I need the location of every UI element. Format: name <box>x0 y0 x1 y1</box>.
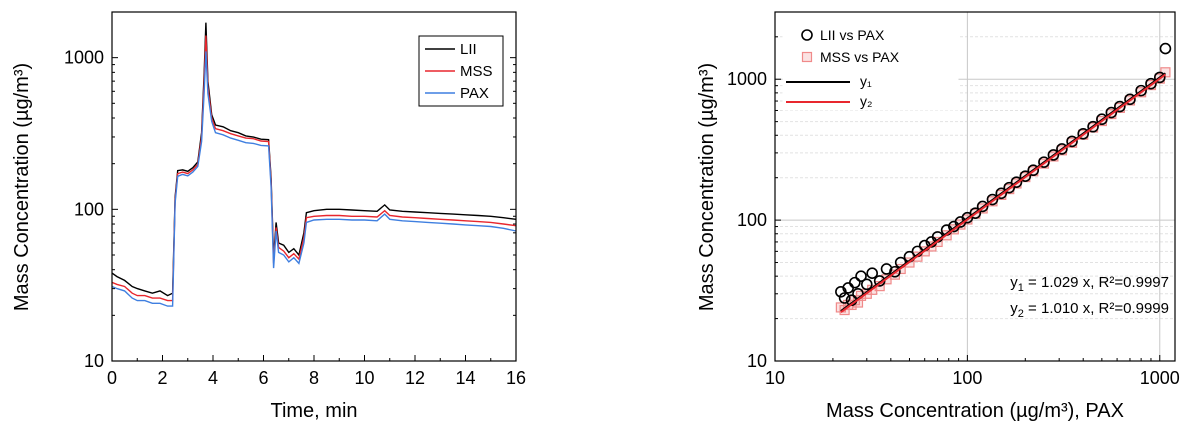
y-tick-label: 10 <box>747 351 767 371</box>
lii-vs-pax-point <box>969 207 982 219</box>
lii-vs-pax-point <box>1153 71 1166 84</box>
lii-vs-pax-point <box>976 200 989 213</box>
fit-equation-2: y2 = 1.010 x, R²=0.9999 <box>1010 300 1169 320</box>
fit-equations: y1 = 1.029 x, R²=0.9997 y2 = 1.010 x, R²=… <box>1010 274 1169 320</box>
lii-vs-pax-point <box>1003 181 1016 194</box>
time-series-lines <box>111 22 517 307</box>
time-series-chart: 0 2 4 6 8 10 12 14 16 10 100 1000 Time, min Mass Co… <box>11 11 526 422</box>
lii-vs-pax-point <box>838 292 851 304</box>
legend-label-y1: y₁ <box>860 73 872 89</box>
left-y-axis-label: Mass Concentration (µg/m³) <box>11 63 33 311</box>
x-tick-label: 10 <box>354 368 374 388</box>
lii-vs-pax-point <box>889 265 901 278</box>
lii-vs-pax-point <box>1124 93 1136 106</box>
lii-vs-pax-point <box>849 276 861 289</box>
right-legend: LII vs PAX MSS vs PAX y₁ y₂ <box>782 21 959 111</box>
right-plot-frame <box>774 11 1176 362</box>
legend-label-lii: LII <box>460 41 477 58</box>
left-ticks: 0 2 4 6 8 10 12 14 16 10 100 1000 <box>64 11 526 388</box>
lii-vs-pax-point <box>1047 149 1060 161</box>
lii-vs-pax-point <box>1038 156 1050 168</box>
lii-vs-pax-point <box>860 278 873 291</box>
x-tick-label: 2 <box>157 368 167 388</box>
lii-vs-pax-point <box>1087 120 1099 133</box>
right-x-axis-label: Mass Concentration (µg/m³), PAX <box>826 400 1124 422</box>
lii-vs-pax-point <box>1056 143 1068 155</box>
right-y-axis-label: Mass Concentration (µg/m³) <box>696 63 718 311</box>
fit-lines <box>840 72 1167 313</box>
lii-vs-pax-point <box>866 267 878 279</box>
y-tick-label: 100 <box>74 199 104 219</box>
x-tick-label: 12 <box>405 368 425 388</box>
left-legend: LII MSS PAX <box>418 35 504 107</box>
lii-vs-pax-point <box>1159 42 1172 55</box>
legend-marker-circle <box>801 29 813 41</box>
lii-vs-pax-point <box>1077 127 1090 140</box>
legend-label-y2: y₂ <box>860 93 872 109</box>
x-tick-label: 10 <box>765 368 785 388</box>
legend-label-mss-vs-pax: MSS vs PAX <box>820 49 900 65</box>
legend-label-mss: MSS <box>460 63 493 80</box>
x-tick-label: 14 <box>455 368 475 388</box>
x-tick-label: 6 <box>258 368 268 388</box>
lii-vs-pax-point <box>1105 106 1118 119</box>
lii-vs-pax-point <box>855 270 867 282</box>
x-tick-label: 1000 <box>1140 368 1180 388</box>
legend-marker-square <box>801 51 813 63</box>
x-tick-label: 4 <box>208 368 218 388</box>
left-x-axis-label: Time, min <box>270 400 357 422</box>
y-tick-label: 1000 <box>64 48 104 68</box>
legend-label-lii-vs-pax: LII vs PAX <box>820 27 885 43</box>
fit-line-y2 <box>840 73 1167 313</box>
lii-vs-pax-point <box>1114 100 1126 113</box>
lii-vs-pax-point <box>1066 135 1078 148</box>
lii-vs-pax-point <box>986 193 999 206</box>
lii-vs-pax-point <box>1019 170 1032 182</box>
series-line-pax <box>111 51 517 307</box>
fit-equation-1: y1 = 1.029 x, R²=0.9997 <box>1010 274 1169 294</box>
x-tick-label: 0 <box>107 368 117 388</box>
lii-vs-pax-point <box>1096 113 1108 126</box>
y-tick-label: 10 <box>84 351 104 371</box>
scatter-chart: 10 100 1000 10 100 1000 Mass Concentration (µ… <box>696 11 1180 422</box>
right-ticks: 10 100 1000 10 100 1000 <box>727 11 1180 388</box>
lii-vs-pax-point <box>995 187 1008 200</box>
lii-vs-pax-point <box>1010 176 1023 188</box>
y-tick-label: 1000 <box>727 69 767 89</box>
x-tick-label: 16 <box>506 368 526 388</box>
y-tick-label: 100 <box>737 210 767 230</box>
lii-vs-pax-point <box>1145 77 1157 90</box>
x-tick-label: 8 <box>309 368 319 388</box>
x-tick-label: 100 <box>952 368 982 388</box>
lii-vs-pax-point <box>1027 164 1040 177</box>
legend-label-pax: PAX <box>460 85 489 102</box>
lii-vs-pax-point <box>1135 84 1147 97</box>
